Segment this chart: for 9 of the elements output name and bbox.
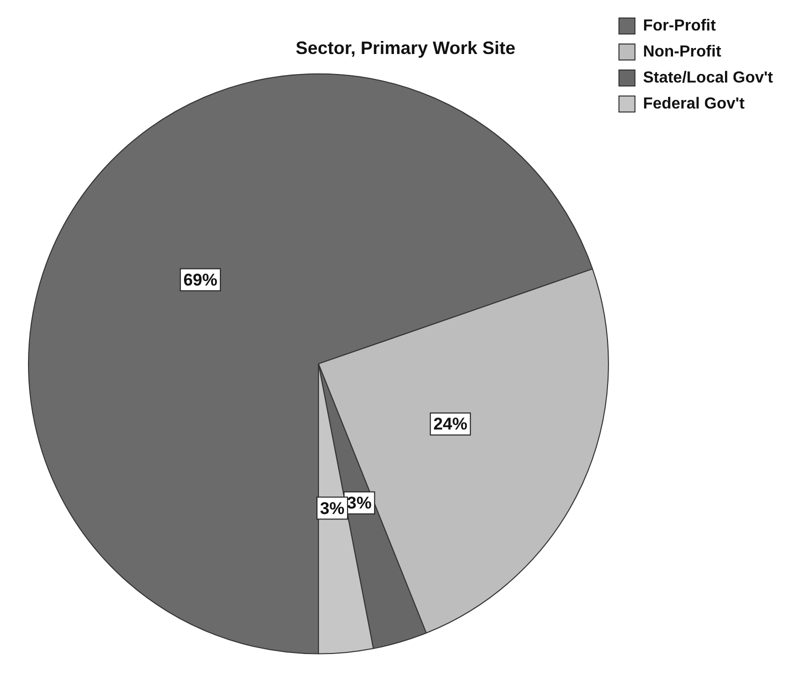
data-label: 3% bbox=[320, 498, 345, 518]
legend-label: For-Profit bbox=[642, 17, 716, 34]
data-label: 24% bbox=[433, 414, 468, 434]
legend-label: Federal Gov't bbox=[642, 95, 746, 112]
text: Sector, Primary Work Site bbox=[296, 38, 516, 58]
legend-label: State/Local Gov't bbox=[642, 69, 774, 86]
data-label: 69% bbox=[183, 270, 218, 290]
legend-label: Non-Profit bbox=[642, 43, 722, 60]
data-label: 3% bbox=[347, 494, 372, 513]
